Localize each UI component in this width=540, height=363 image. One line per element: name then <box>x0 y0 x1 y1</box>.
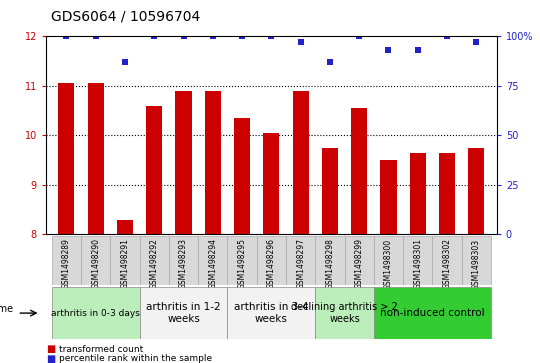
Bar <box>374 236 403 285</box>
Bar <box>205 91 221 234</box>
Bar <box>117 220 133 234</box>
Bar <box>380 160 396 234</box>
Text: GSM1498290: GSM1498290 <box>91 238 100 289</box>
Bar <box>140 236 169 285</box>
Bar <box>468 148 484 234</box>
Point <box>414 47 422 53</box>
Point <box>267 33 276 39</box>
Text: arthritis in 3-4
weeks: arthritis in 3-4 weeks <box>234 302 309 324</box>
Text: GSM1498303: GSM1498303 <box>472 238 481 290</box>
Text: GSM1498301: GSM1498301 <box>413 238 422 289</box>
Bar <box>439 152 455 234</box>
Bar <box>176 91 192 234</box>
Point <box>238 33 246 39</box>
Bar <box>52 236 81 285</box>
Point <box>179 33 188 39</box>
Point <box>355 33 363 39</box>
Bar <box>374 287 491 339</box>
Point <box>472 39 481 45</box>
Bar <box>286 236 315 285</box>
Point <box>62 33 71 39</box>
Text: ■: ■ <box>46 344 55 354</box>
Bar <box>351 108 367 234</box>
Point <box>120 59 129 65</box>
Text: GSM1498299: GSM1498299 <box>355 238 363 289</box>
Bar <box>52 287 140 339</box>
Bar <box>315 287 374 339</box>
Text: declining arthritis > 2
weeks: declining arthritis > 2 weeks <box>291 302 398 324</box>
Bar <box>146 106 163 234</box>
Bar <box>87 83 104 234</box>
Text: non-induced control: non-induced control <box>380 308 485 318</box>
Point <box>443 33 451 39</box>
Text: GSM1498296: GSM1498296 <box>267 238 276 289</box>
Text: time: time <box>0 305 14 314</box>
Point <box>91 33 100 39</box>
Bar <box>234 118 250 234</box>
Bar <box>315 236 345 285</box>
Text: GSM1498294: GSM1498294 <box>208 238 217 289</box>
Bar <box>110 236 140 285</box>
Bar <box>322 148 338 234</box>
Bar <box>410 152 426 234</box>
Bar <box>58 83 75 234</box>
Bar <box>403 236 433 285</box>
Point <box>208 33 217 39</box>
Text: transformed count: transformed count <box>59 345 144 354</box>
Text: arthritis in 0-3 days: arthritis in 0-3 days <box>51 309 140 318</box>
Text: GDS6064 / 10596704: GDS6064 / 10596704 <box>51 9 200 23</box>
Text: GSM1498289: GSM1498289 <box>62 238 71 289</box>
Bar <box>264 133 279 234</box>
Bar <box>345 236 374 285</box>
Bar <box>293 91 309 234</box>
Bar <box>227 236 256 285</box>
Bar <box>198 236 227 285</box>
Point <box>326 59 334 65</box>
Bar <box>140 287 227 339</box>
Bar <box>227 287 315 339</box>
Bar <box>256 236 286 285</box>
Bar <box>462 236 491 285</box>
Bar <box>169 236 198 285</box>
Point <box>150 33 159 39</box>
Text: GSM1498293: GSM1498293 <box>179 238 188 289</box>
Text: GSM1498291: GSM1498291 <box>120 238 130 289</box>
Text: arthritis in 1-2
weeks: arthritis in 1-2 weeks <box>146 302 221 324</box>
Bar <box>81 236 110 285</box>
Text: GSM1498300: GSM1498300 <box>384 238 393 290</box>
Bar <box>433 236 462 285</box>
Point <box>384 47 393 53</box>
Text: GSM1498292: GSM1498292 <box>150 238 159 289</box>
Text: percentile rank within the sample: percentile rank within the sample <box>59 354 213 363</box>
Point <box>296 39 305 45</box>
Text: GSM1498295: GSM1498295 <box>238 238 247 289</box>
Text: ■: ■ <box>46 354 55 363</box>
Text: GSM1498298: GSM1498298 <box>326 238 334 289</box>
Text: GSM1498297: GSM1498297 <box>296 238 305 289</box>
Text: GSM1498302: GSM1498302 <box>442 238 451 289</box>
